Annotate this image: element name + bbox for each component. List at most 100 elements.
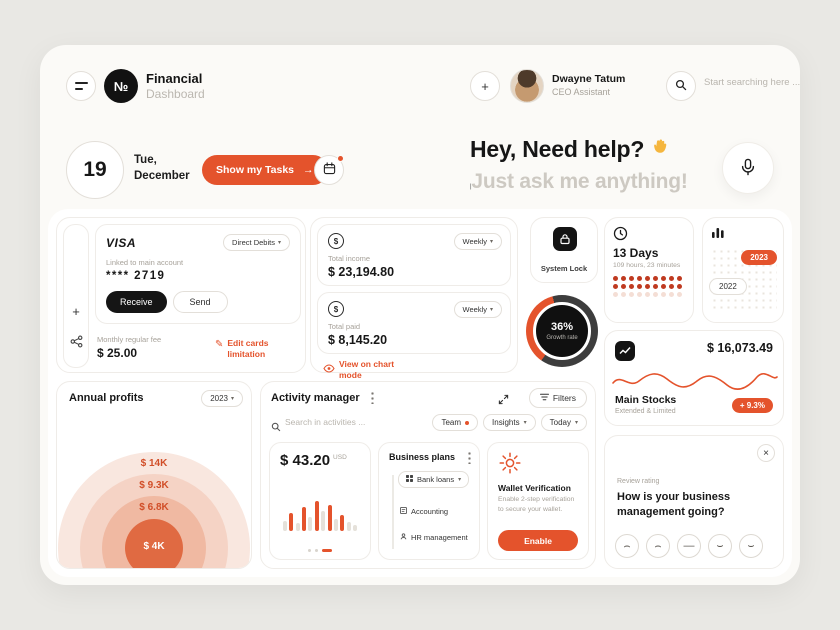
- price-bar: [289, 513, 294, 531]
- day-dot: [637, 292, 642, 297]
- search-button[interactable]: [666, 71, 696, 101]
- day-dot: [677, 284, 682, 289]
- growth-label: Growth rate: [546, 335, 578, 341]
- stocks-value: $ 16,073.49: [706, 341, 773, 355]
- tasks-button-label: Show my Tasks: [216, 164, 295, 176]
- mood-neutral-button[interactable]: —: [677, 534, 701, 558]
- stocks-chart-icon: [615, 341, 635, 361]
- price-value: $ 43.20: [280, 452, 331, 469]
- day-dot: [677, 276, 682, 281]
- more-icon[interactable]: [468, 451, 471, 464]
- price-bar: [321, 511, 326, 531]
- stocks-name-block: Main Stocks Extended & Limited: [615, 394, 676, 415]
- share-icon[interactable]: [70, 335, 83, 353]
- text-caret: |: [470, 184, 472, 190]
- chevron-down-icon: ▾: [523, 420, 527, 426]
- avatar[interactable]: [510, 69, 544, 103]
- price-pager[interactable]: [270, 549, 370, 552]
- add-card-button[interactable]: +: [72, 304, 80, 319]
- paid-period-dropdown[interactable]: Weekly ▾: [453, 301, 502, 318]
- total-income-label: Total income: [328, 254, 371, 263]
- day-dot: [629, 276, 634, 281]
- person-icon: [400, 533, 407, 542]
- price-bar: [346, 522, 351, 531]
- day-number: 19: [83, 158, 107, 181]
- calendar-button[interactable]: [314, 155, 344, 185]
- activity-filter-pills: Team Insights ▾ Today ▾: [432, 414, 587, 431]
- mood-row: ⌢ ⌢ — ⌣ ⌣: [615, 534, 763, 558]
- chevron-down-icon: ▾: [277, 240, 281, 246]
- side-rail: +: [63, 224, 89, 368]
- day-dot: [645, 284, 650, 289]
- mood-smile-button[interactable]: ⌣: [708, 534, 732, 558]
- today-dropdown[interactable]: Today ▾: [540, 414, 587, 431]
- add-button[interactable]: +: [470, 71, 500, 101]
- filters-label: Filters: [552, 393, 576, 403]
- review-tag: Review rating: [617, 478, 660, 485]
- plans-connector-line: [392, 475, 394, 549]
- search-input[interactable]: [704, 77, 814, 88]
- chevron-down-icon: ▾: [458, 477, 462, 483]
- mood-sad-button[interactable]: ⌢: [615, 534, 639, 558]
- price-bars: [280, 481, 360, 531]
- insights-dropdown[interactable]: Insights ▾: [483, 414, 536, 431]
- show-tasks-button[interactable]: Show my Tasks →: [202, 155, 328, 185]
- send-button[interactable]: Send: [172, 291, 228, 313]
- eye-icon: [323, 364, 335, 376]
- annual-year-label: 2023: [210, 394, 228, 403]
- activity-search-icon: [271, 419, 281, 437]
- income-period-dropdown[interactable]: Weekly ▾: [453, 233, 502, 250]
- more-icon[interactable]: [371, 391, 374, 404]
- calendar-icon: [323, 162, 336, 178]
- days-dots: [613, 276, 682, 297]
- plan-item-hr-management[interactable]: HR management: [400, 533, 468, 542]
- microphone-button[interactable]: [722, 142, 774, 194]
- direct-debits-label: Direct Debits: [232, 238, 275, 247]
- enable-button[interactable]: Enable: [498, 530, 578, 551]
- receive-button[interactable]: Receive: [106, 291, 167, 313]
- filters-button[interactable]: Filters: [528, 388, 587, 408]
- system-lock-card[interactable]: System Lock: [530, 217, 598, 283]
- menu-button[interactable]: [66, 71, 96, 101]
- main-panel: № Financial Dashboard + Dwayne Tatum CEO…: [40, 45, 814, 585]
- plus-icon: +: [481, 78, 489, 94]
- activity-search-input[interactable]: [285, 417, 395, 427]
- day-dot: [637, 284, 642, 289]
- edit-cards-link[interactable]: ✎ Edit cards limitation: [215, 338, 295, 360]
- activity-title: Activity manager: [271, 392, 360, 404]
- profit-label-9k: $ 9.3K: [139, 480, 169, 491]
- close-button[interactable]: ×: [757, 444, 775, 462]
- edit-cards-label: Edit cards limitation: [227, 338, 269, 360]
- sun-burst-icon: [498, 451, 522, 480]
- plan-item-bank-loans[interactable]: Bank loans ▾: [398, 471, 470, 488]
- view-chart-link[interactable]: View on chart mode: [323, 359, 413, 381]
- assistant-prompt[interactable]: |Just ask me anything!: [470, 170, 688, 194]
- plan-item-accounting[interactable]: Accounting: [400, 507, 448, 516]
- day-dot: [629, 292, 634, 297]
- mood-grin-button[interactable]: ⌣: [739, 534, 763, 558]
- year-2023-pill[interactable]: 2023: [741, 250, 777, 265]
- team-pill[interactable]: Team: [432, 414, 479, 431]
- assistant-greeting-block: Hey, Need help? |Just ask me anything!: [470, 136, 688, 194]
- day-dot: [613, 292, 618, 297]
- dollar-glyph: $: [333, 304, 339, 314]
- pager-dot: [315, 549, 318, 552]
- year-2022-pill[interactable]: 2022: [709, 278, 747, 295]
- price-bar: [302, 507, 307, 531]
- plan-hr-label: HR management: [411, 533, 468, 542]
- growth-donut: 36% Growth rate: [526, 295, 598, 367]
- annual-year-dropdown[interactable]: 2023 ▾: [201, 390, 243, 407]
- plans-title: Business plans: [389, 452, 456, 462]
- day-dot: [653, 292, 658, 297]
- filters-icon: [539, 393, 549, 403]
- card-masked-number: **** 2719: [106, 270, 166, 282]
- expand-icon[interactable]: [498, 392, 509, 410]
- price-bar: [308, 517, 313, 531]
- direct-debits-dropdown[interactable]: Direct Debits ▾: [223, 234, 290, 251]
- clock-icon: [613, 226, 628, 246]
- annual-profits-card: Annual profits 2023 ▾ $ 14K $ 9.3K $ 6.8…: [56, 381, 252, 569]
- system-lock-label: System Lock: [540, 264, 588, 273]
- mood-frown-button[interactable]: ⌢: [646, 534, 670, 558]
- activity-manager-card: Activity manager Filters Te: [260, 381, 596, 569]
- day-dot: [637, 276, 642, 281]
